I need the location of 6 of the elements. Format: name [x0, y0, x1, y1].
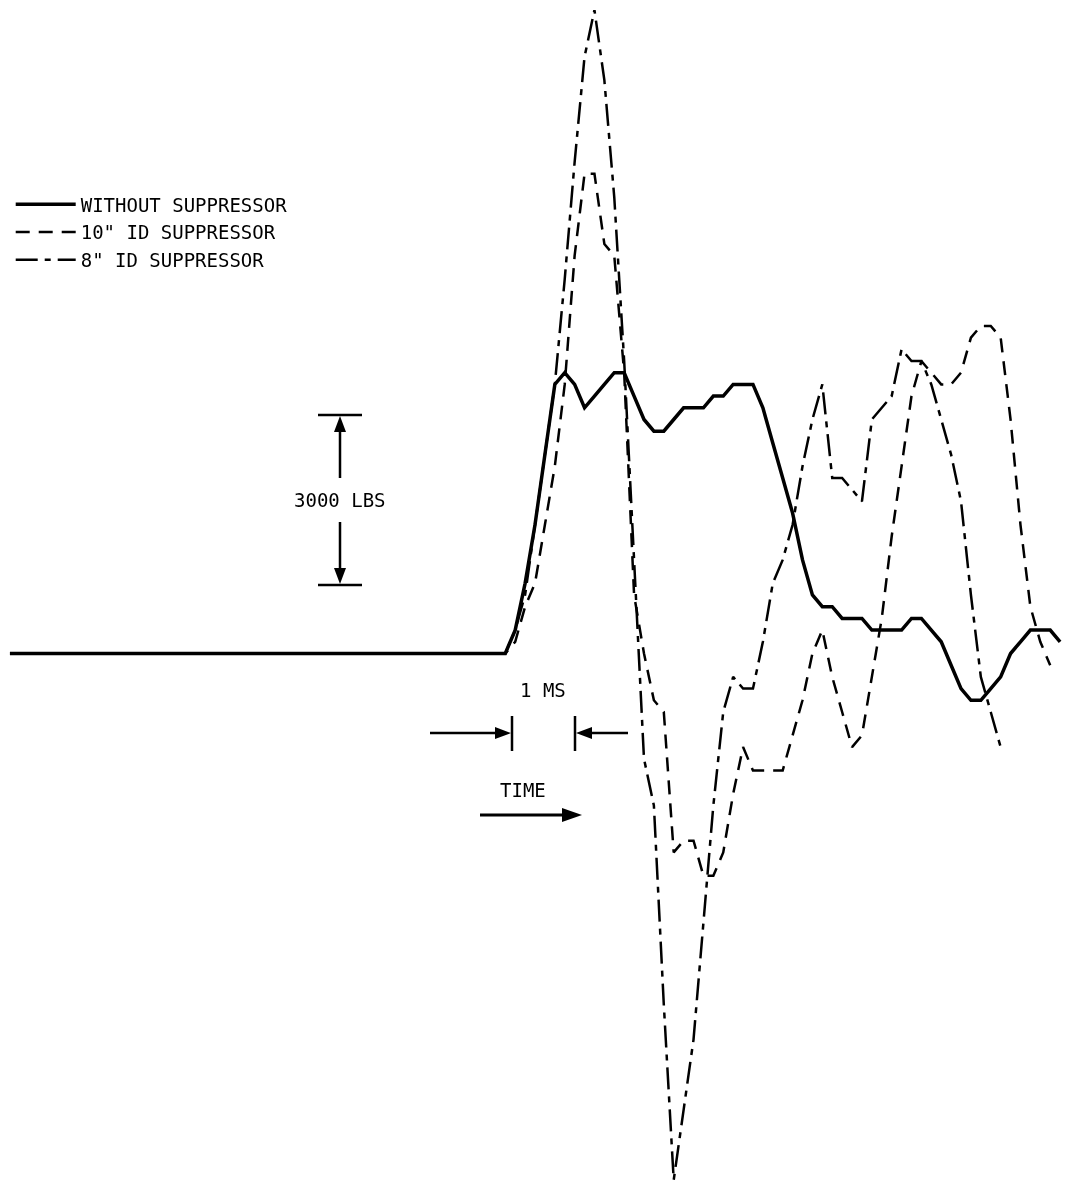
legend-label: 8" ID SUPPRESSOR: [80, 249, 265, 272]
annotation: 3000 LBS: [294, 489, 386, 511]
annotation: 1 MS: [520, 679, 566, 701]
annotation: TIME: [500, 779, 546, 801]
legend-label: 10" ID SUPPRESSOR: [80, 221, 276, 244]
legend-label: WITHOUT SUPPRESSOR: [80, 193, 288, 216]
